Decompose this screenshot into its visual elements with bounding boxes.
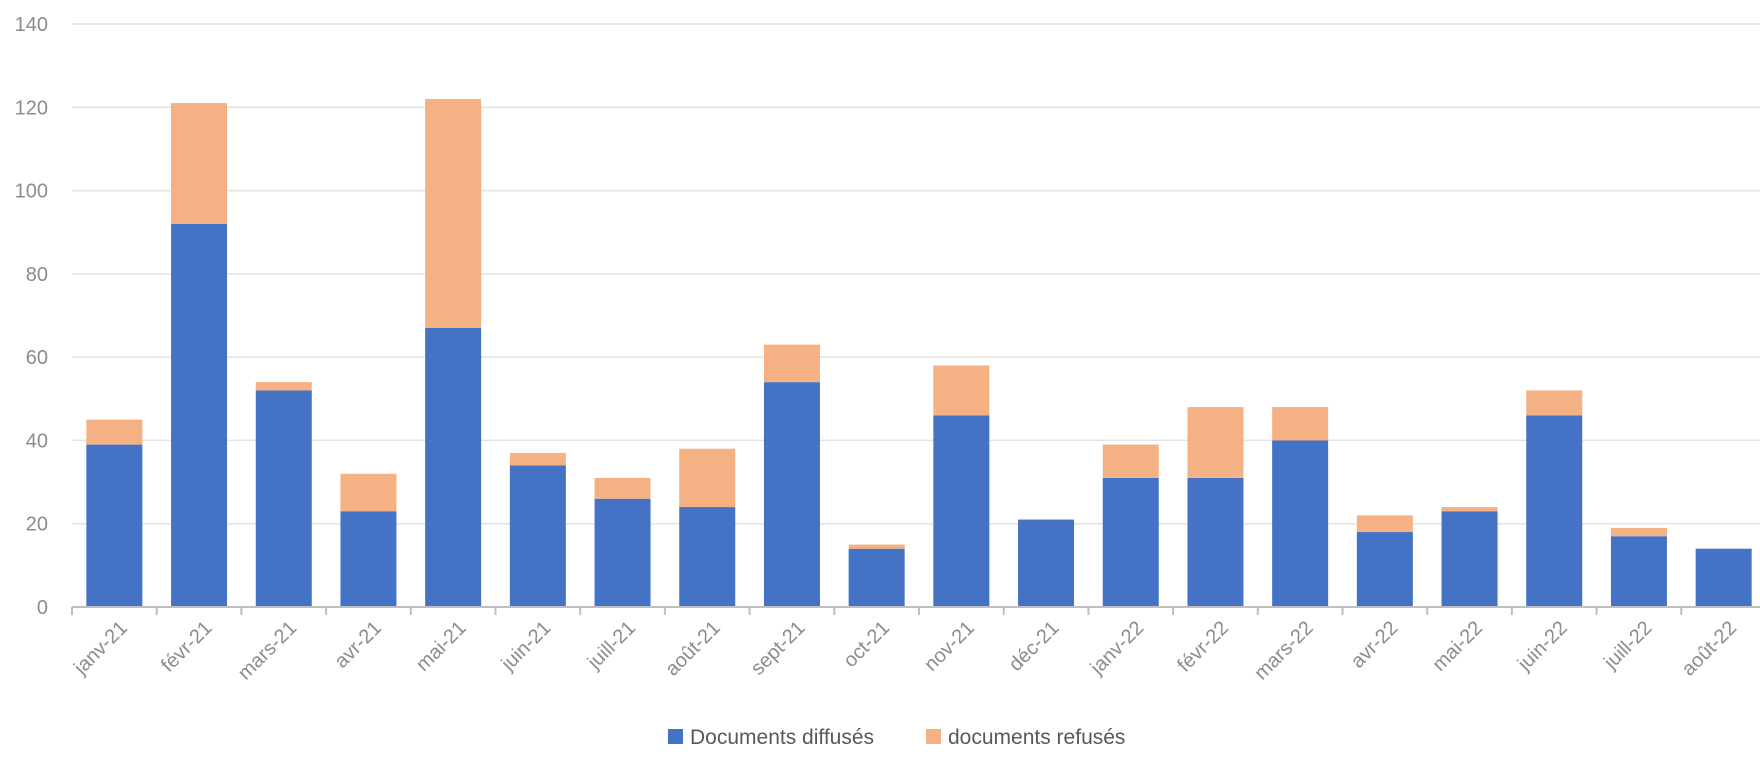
x-axis-ticks: janv-21 févr-21 mars-21 avr-21 mai-21 juin-21… [69,617,1741,684]
legend: Documents diffusés documents refusés [668,726,1125,749]
bar-refuses [340,473,397,512]
gridlines [72,23,1760,525]
y-tick-label: 0 [37,597,48,619]
x-tick-label: janv-22 [1086,617,1149,680]
x-tick-label: sept-21 [747,617,810,680]
x-tick-label: avr-22 [1347,617,1403,673]
bar-refuses [933,365,990,416]
x-tick-label: nov-21 [920,617,979,676]
bar-refuses [509,452,566,466]
bar-refuses [1610,527,1667,537]
bar-diffuses [1272,440,1329,607]
x-tick-label: janv-21 [69,617,132,680]
bar-diffuses [1102,477,1159,607]
y-tick-label: 60 [26,347,48,369]
legend-swatch-refuses [926,729,941,744]
legend-swatch-diffuses [668,729,683,744]
bar-refuses [255,382,312,391]
bar-diffuses [1356,532,1413,607]
x-tick-label: déc-21 [1005,617,1064,676]
x-tick-label: mars-21 [234,617,301,684]
x-tick-label: mars-22 [1250,617,1317,684]
bar-diffuses [1526,415,1583,607]
bar-refuses [171,103,228,224]
bar-diffuses [425,327,482,607]
bar-diffuses [1187,477,1244,607]
bar-diffuses [1610,536,1667,607]
bar-diffuses [763,382,820,607]
x-tick-label: oct-21 [839,617,894,672]
bar-refuses [1272,407,1329,441]
x-tick-label: févr-21 [157,617,217,677]
bar-refuses [425,98,482,328]
y-tick-label: 20 [26,514,48,536]
bar-refuses [1102,444,1159,478]
bar-refuses [763,344,820,383]
bar-diffuses [509,465,566,607]
bar-diffuses [1018,519,1075,607]
x-tick-label: avr-21 [330,617,386,673]
x-tick-label: mai-21 [412,617,471,676]
x-tick-label: juin-22 [1513,617,1572,676]
y-tick-label: 120 [15,97,48,119]
bar-refuses [86,419,143,445]
bar-refuses [594,477,651,499]
bar-diffuses [679,507,736,607]
bar-diffuses [933,415,990,607]
bar-diffuses [340,511,397,607]
bar-refuses [679,448,736,508]
x-tick-label: févr-22 [1173,617,1233,677]
bar-refuses [1356,515,1413,533]
y-tick-label: 140 [15,14,48,36]
y-tick-label: 80 [26,264,48,286]
legend-label-diffuses: Documents diffusés [690,726,874,749]
bar-refuses [848,544,905,549]
bars [86,98,1752,607]
bar-diffuses [848,548,905,607]
legend-label-refuses: documents refusés [948,726,1125,749]
x-tick-label: août-22 [1678,617,1742,681]
bar-diffuses [1695,548,1752,607]
bar-diffuses [86,444,143,607]
bar-diffuses [1441,511,1498,607]
x-tick-label: mai-22 [1428,617,1487,676]
bar-diffuses [594,498,651,607]
x-axis [71,606,1760,615]
x-tick-label: août-21 [661,617,725,681]
bar-diffuses [255,390,312,607]
bar-refuses [1526,390,1583,416]
y-tick-label: 100 [15,181,48,203]
bar-refuses [1187,407,1244,478]
y-axis-ticks: 0 20 40 60 80 100 120 140 [15,14,48,619]
x-tick-label: juin-21 [497,617,556,676]
bar-diffuses [171,223,228,607]
y-tick-label: 40 [26,430,48,452]
x-tick-label: juill-21 [583,617,640,674]
x-tick-label: juill-22 [1599,617,1656,674]
bar-refuses [1441,507,1498,512]
